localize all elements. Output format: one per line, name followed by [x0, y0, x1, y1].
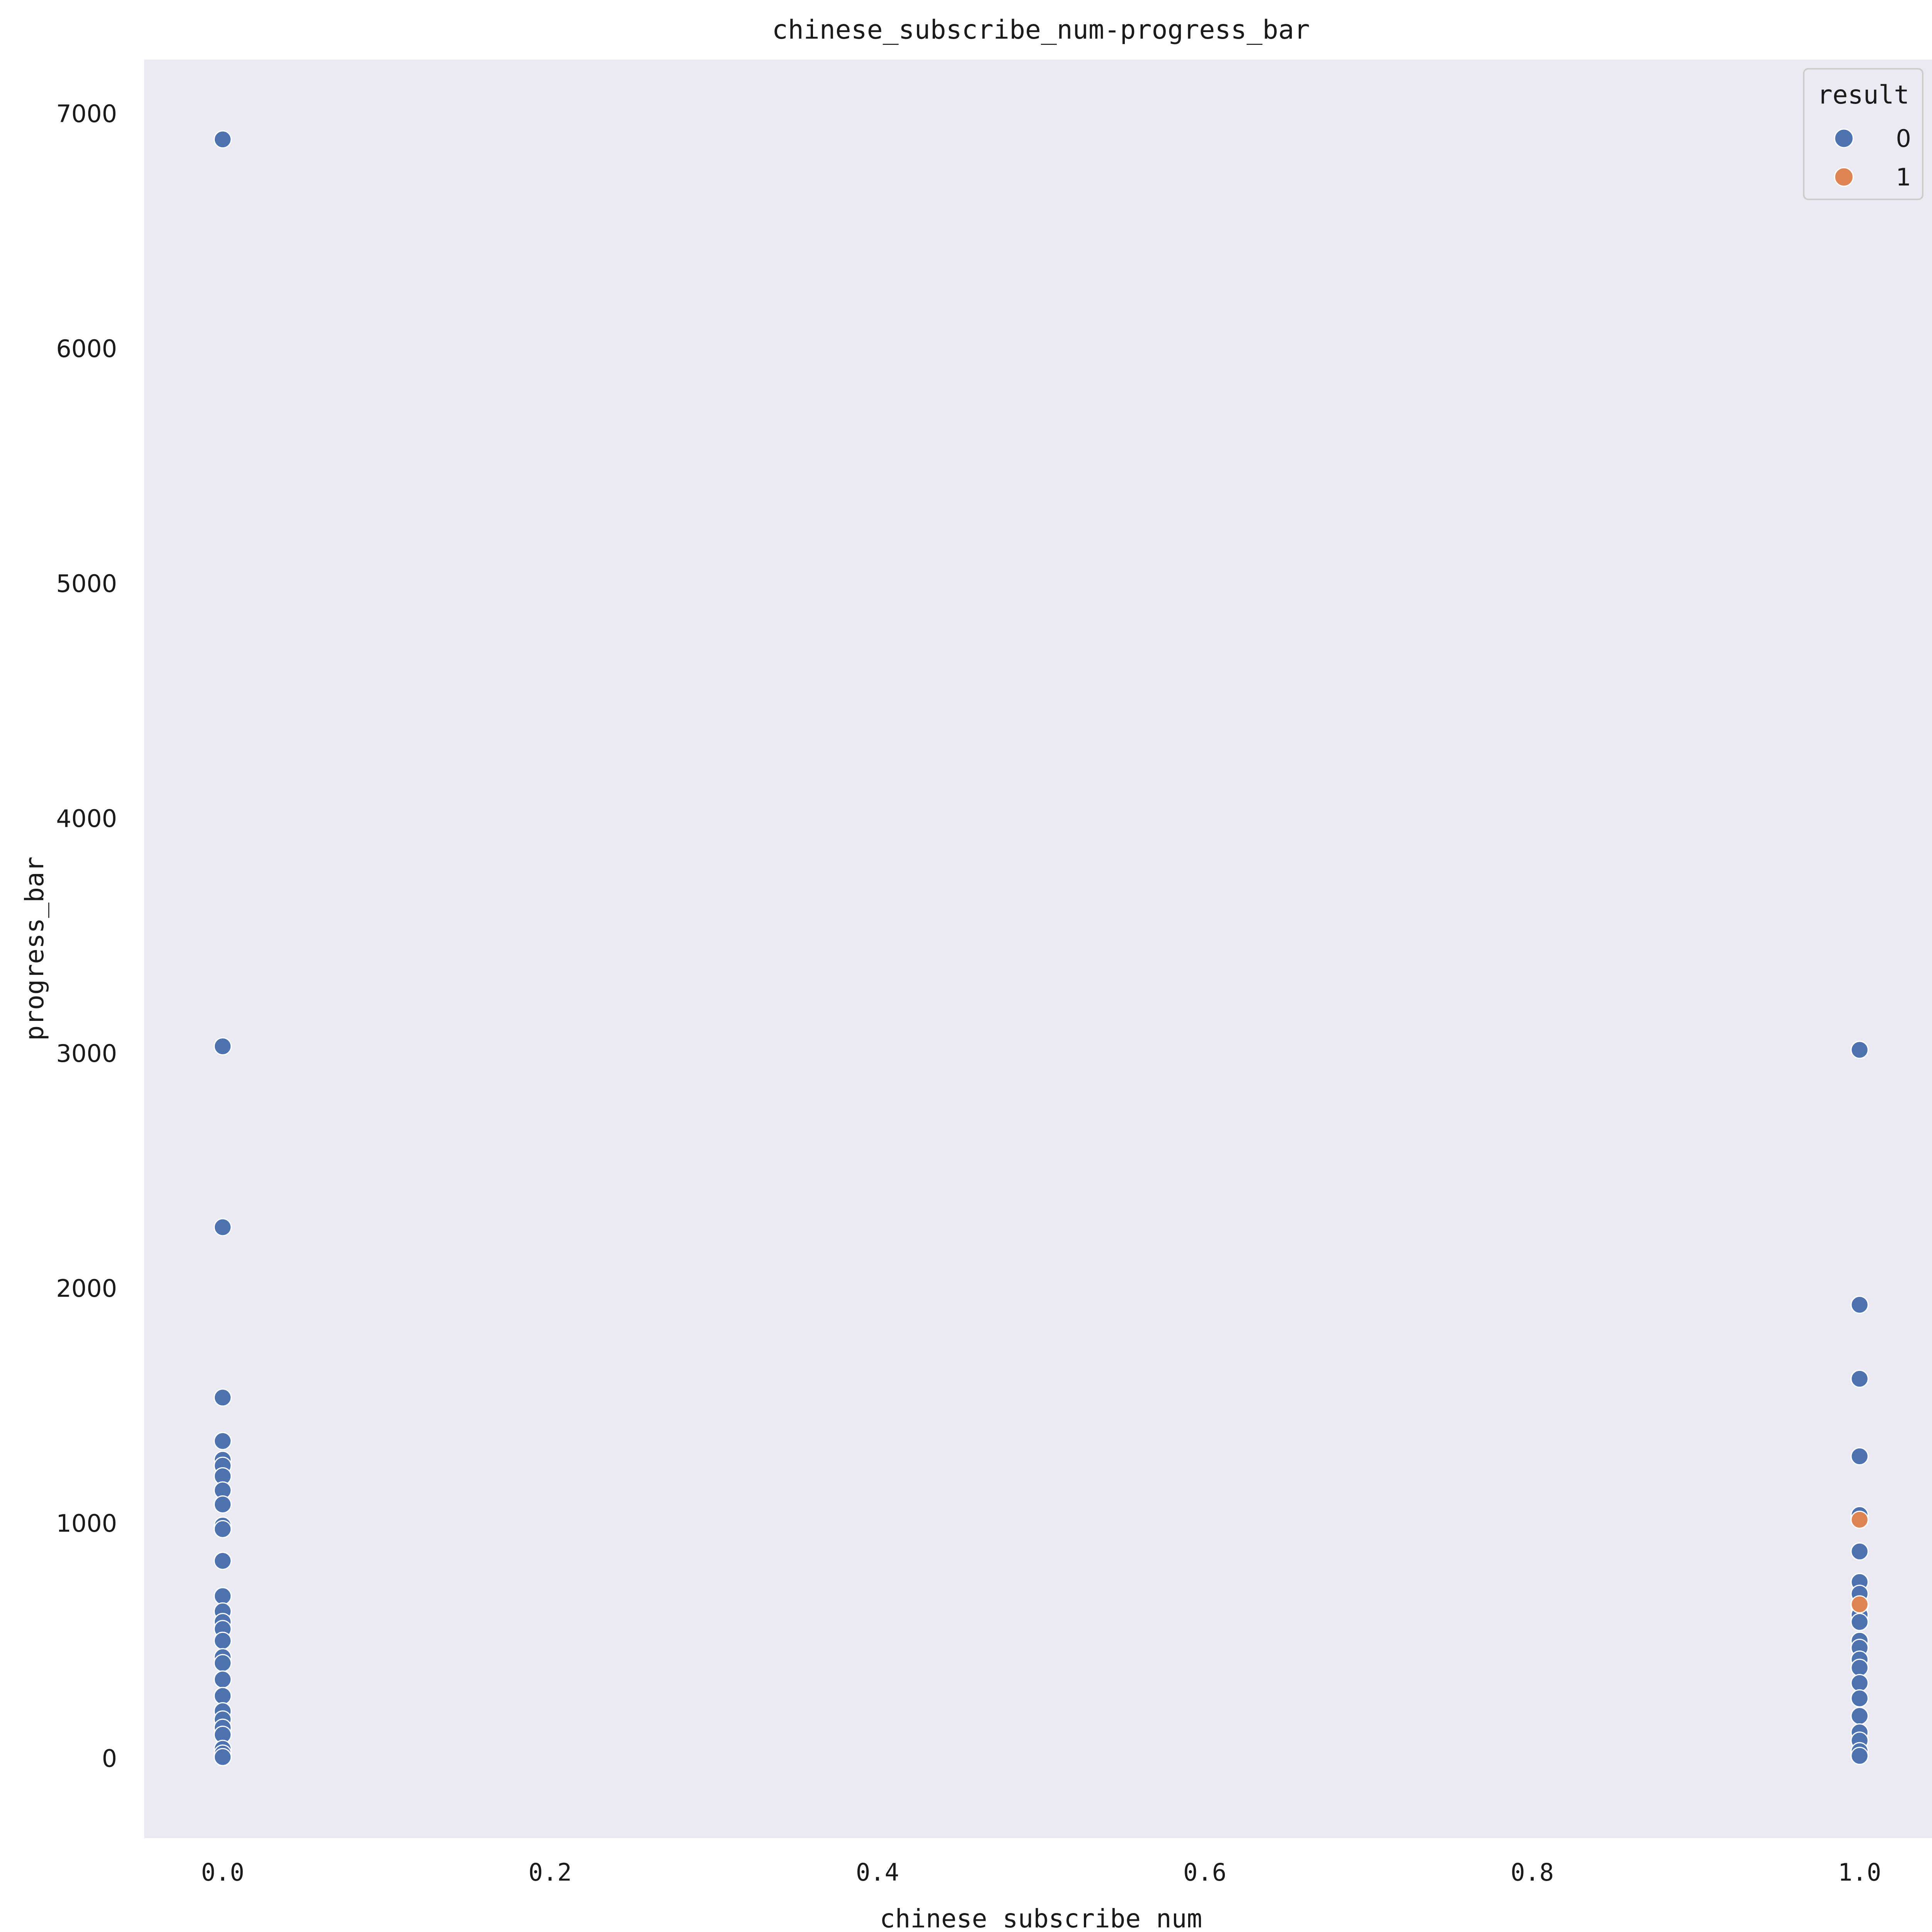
- data-point-result-0: [1850, 1041, 1869, 1059]
- plot-area: [144, 60, 1932, 1838]
- x-tick-label: 0.4: [856, 1858, 899, 1886]
- data-point-result-0: [213, 1654, 232, 1672]
- legend-marker-1: [1834, 167, 1854, 187]
- data-point-result-0: [213, 130, 232, 149]
- data-point-result-0: [1850, 1542, 1869, 1561]
- x-tick-label: 0.8: [1510, 1858, 1554, 1886]
- data-point-result-0: [213, 1587, 232, 1605]
- legend-marker-0: [1834, 128, 1854, 148]
- data-point-result-0: [1850, 1613, 1869, 1631]
- x-tick-label: 0.2: [529, 1858, 572, 1886]
- data-point-result-0: [213, 1520, 232, 1538]
- y-tick-label: 0: [102, 1744, 117, 1772]
- data-point-result-0: [1850, 1296, 1869, 1314]
- data-point-result-0: [213, 1388, 232, 1407]
- data-point-result-0: [1850, 1447, 1869, 1466]
- data-point-result-0: [1850, 1707, 1869, 1725]
- x-axis-ticks: 0.0 0.2 0.4 0.6 0.8 1.0: [201, 1858, 1881, 1886]
- y-tick-label: 6000: [56, 335, 117, 363]
- data-point-result-0: [1850, 1369, 1869, 1388]
- legend-title: result: [1817, 80, 1909, 110]
- data-point-result-0: [213, 1495, 232, 1514]
- y-axis-label: progress_bar: [20, 857, 49, 1041]
- data-point-result-0: [213, 1037, 232, 1056]
- legend-label-1: 1: [1896, 163, 1911, 191]
- legend: result 0 1: [1803, 68, 1923, 200]
- data-point-result-0: [1850, 1689, 1869, 1708]
- data-point-result-0: [213, 1551, 232, 1570]
- y-tick-label: 5000: [56, 570, 117, 598]
- chart-title: chinese_subscribe_num-progress_bar: [772, 15, 1310, 45]
- x-tick-label: 0.6: [1183, 1858, 1226, 1886]
- y-tick-label: 2000: [56, 1274, 117, 1303]
- y-tick-label: 1000: [56, 1509, 117, 1537]
- data-point-result-0: [213, 1670, 232, 1689]
- data-point-result-0: [213, 1748, 232, 1766]
- data-point-result-1: [1850, 1510, 1869, 1529]
- legend-box: [1803, 68, 1923, 200]
- x-axis-label: chinese_subscribe_num: [880, 1904, 1202, 1932]
- y-tick-label: 7000: [56, 100, 117, 128]
- data-point-result-0: [213, 1432, 232, 1450]
- data-point-result-0: [213, 1218, 232, 1236]
- legend-label-0: 0: [1896, 124, 1911, 153]
- data-point-result-0: [213, 1687, 232, 1705]
- data-point-result-0: [1850, 1674, 1869, 1692]
- y-tick-label: 3000: [56, 1039, 117, 1068]
- x-tick-label: 0.0: [201, 1858, 244, 1886]
- y-tick-label: 4000: [56, 804, 117, 833]
- data-points: [213, 130, 1869, 1766]
- data-point-result-0: [213, 1631, 232, 1650]
- data-point-result-1: [1850, 1595, 1869, 1614]
- data-point-result-0: [1850, 1747, 1869, 1765]
- data-point-result-0: [1850, 1658, 1869, 1677]
- y-axis-ticks: 0 1000 2000 3000 4000 5000 6000 7000: [56, 100, 117, 1772]
- x-tick-label: 1.0: [1838, 1858, 1881, 1886]
